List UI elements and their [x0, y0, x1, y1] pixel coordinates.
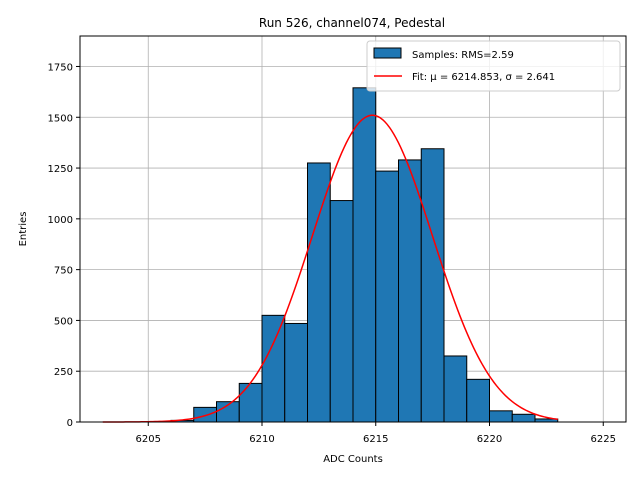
x-axis: 6205 6210 6215 6220 6225 [136, 422, 616, 445]
y-tick-label: 750 [54, 266, 73, 277]
histogram-bar [352, 87, 377, 423]
legend-box [366, 40, 621, 92]
x-tick-label: 6220 [477, 434, 502, 445]
histogram-bar [284, 322, 308, 423]
x-tick-label: 6225 [591, 434, 616, 445]
histogram-bars [170, 87, 559, 423]
y-tick-label: 1750 [48, 62, 73, 73]
histogram-bar [238, 382, 263, 423]
histogram-bar [443, 355, 468, 423]
histogram-bar [375, 170, 399, 423]
y-tick-label: 1250 [48, 164, 73, 175]
y-tick-label: 250 [54, 367, 73, 378]
legend-label-samples: Samples: RMS=2.59 [412, 50, 514, 61]
y-axis: 0 250 500 750 1000 1250 1500 1750 [48, 62, 80, 429]
histogram-bar [261, 314, 286, 423]
x-tick-label: 6215 [363, 434, 388, 445]
histogram-bar [398, 159, 422, 423]
y-tick-label: 1000 [48, 215, 73, 226]
y-axis-label: Entries [18, 212, 29, 247]
histogram-bar [511, 413, 536, 423]
y-tick-label: 500 [54, 316, 73, 327]
x-tick-label: 6205 [136, 434, 161, 445]
histogram-bar [489, 410, 513, 423]
chart-title: Run 526, channel074, Pedestal [259, 16, 445, 30]
plot-frame [79, 35, 627, 423]
x-tick-label: 6210 [249, 434, 274, 445]
histogram-bar [329, 200, 354, 423]
fit-curve [102, 114, 558, 423]
histogram-bar [420, 148, 445, 423]
x-axis-label: ADC Counts [323, 454, 383, 465]
legend: Samples: RMS=2.59 Fit: μ = 6214.853, σ =… [366, 40, 621, 92]
y-tick-label: 0 [67, 418, 73, 429]
legend-label-fit: Fit: μ = 6214.853, σ = 2.641 [412, 72, 555, 83]
y-tick-label: 1500 [48, 113, 73, 124]
histogram-bar [466, 378, 490, 423]
histogram-bar [193, 406, 217, 423]
legend-histogram-swatch [373, 47, 402, 59]
histogram-bar [307, 162, 331, 423]
